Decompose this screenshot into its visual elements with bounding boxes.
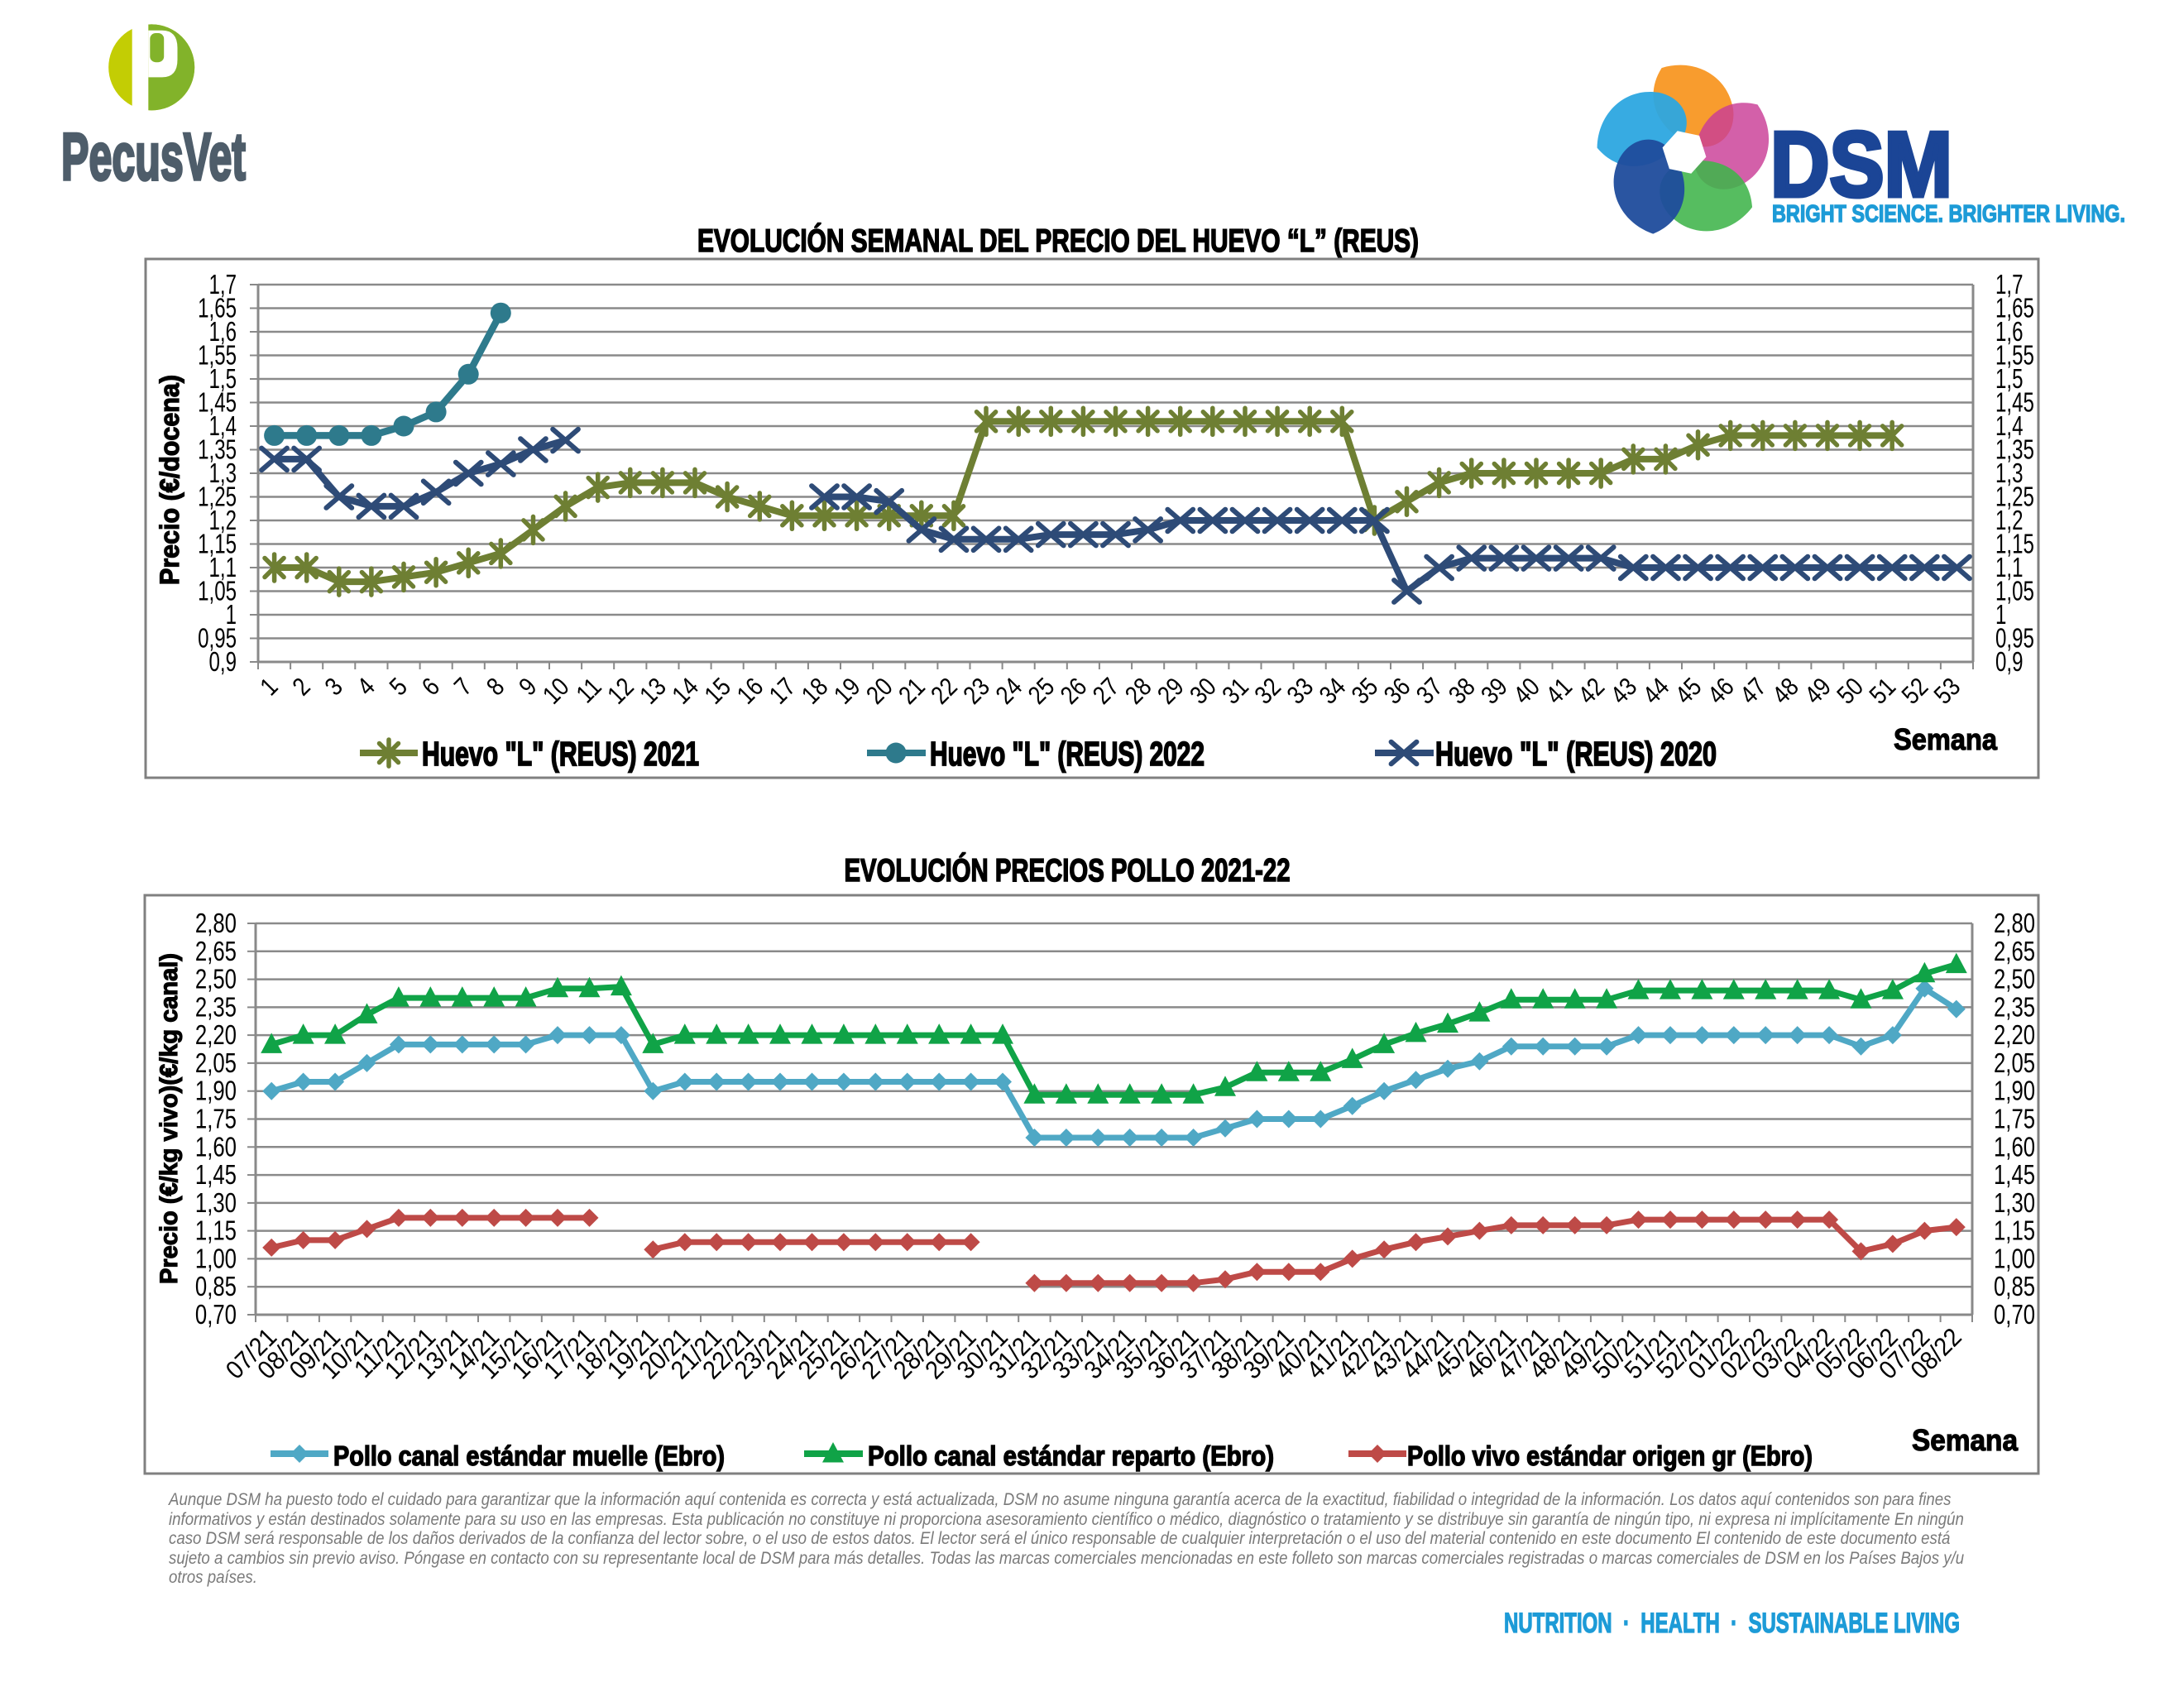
svg-text:1,15: 1,15 — [1995, 530, 2034, 560]
svg-text:BRIGHT SCIENCE. BRIGHTER LIVIN: BRIGHT SCIENCE. BRIGHTER LIVING. — [1772, 201, 2125, 228]
svg-text:1,6: 1,6 — [209, 317, 237, 348]
svg-text:1,7: 1,7 — [209, 270, 237, 300]
svg-text:0,85: 0,85 — [1994, 1272, 2035, 1302]
svg-text:2,05: 2,05 — [1994, 1048, 2035, 1079]
svg-text:2,20: 2,20 — [1994, 1020, 2035, 1051]
svg-text:Precio (€/docena): Precio (€/docena) — [155, 375, 184, 585]
svg-text:2,65: 2,65 — [1994, 937, 2035, 967]
svg-text:1,60: 1,60 — [195, 1132, 237, 1162]
svg-text:0,85: 0,85 — [195, 1272, 237, 1302]
svg-text:1,25: 1,25 — [198, 482, 237, 513]
svg-text:Precio (€/kg vivo)(€/kg canal): Precio (€/kg vivo)(€/kg canal) — [156, 953, 183, 1284]
svg-text:PecusVet: PecusVet — [61, 120, 246, 194]
svg-text:Semana: Semana — [1894, 722, 1998, 756]
svg-text:1,2: 1,2 — [1995, 506, 2023, 536]
svg-text:1,4: 1,4 — [1995, 411, 2023, 442]
svg-text:1,2: 1,2 — [209, 506, 237, 536]
svg-text:1,35: 1,35 — [1995, 435, 2034, 466]
svg-text:0,9: 0,9 — [1995, 647, 2023, 678]
svg-text:1,90: 1,90 — [195, 1076, 237, 1107]
svg-text:1,5: 1,5 — [209, 364, 237, 395]
svg-text:2,80: 2,80 — [195, 908, 237, 939]
svg-text:1,3: 1,3 — [1995, 458, 2023, 489]
svg-text:1,65: 1,65 — [198, 294, 237, 324]
svg-text:1,15: 1,15 — [1994, 1216, 2035, 1247]
svg-text:1,00: 1,00 — [1994, 1244, 2035, 1274]
svg-text:0,95: 0,95 — [1995, 624, 2034, 654]
svg-text:1,65: 1,65 — [1995, 294, 2034, 324]
svg-text:Semana: Semana — [1912, 1423, 2019, 1457]
svg-text:1,75: 1,75 — [1994, 1105, 2035, 1135]
svg-text:1,55: 1,55 — [1995, 341, 2034, 371]
svg-text:1: 1 — [226, 600, 237, 630]
svg-text:1,7: 1,7 — [1995, 270, 2023, 300]
svg-text:1,15: 1,15 — [198, 530, 237, 560]
svg-text:1,3: 1,3 — [209, 458, 237, 489]
svg-text:Pollo vivo estándar origen gr: Pollo vivo estándar origen gr (Ebro) — [1407, 1440, 1813, 1471]
svg-text:2,05: 2,05 — [195, 1048, 237, 1079]
svg-text:2,35: 2,35 — [195, 992, 237, 1023]
svg-text:1,90: 1,90 — [1994, 1076, 2035, 1107]
svg-text:0,70: 0,70 — [195, 1300, 237, 1330]
svg-text:1,30: 1,30 — [195, 1188, 237, 1219]
svg-text:1,35: 1,35 — [198, 435, 237, 466]
svg-text:Huevo "L" (REUS) 2021: Huevo "L" (REUS) 2021 — [422, 735, 699, 773]
svg-text:1,45: 1,45 — [1994, 1160, 2035, 1191]
svg-text:0,9: 0,9 — [209, 647, 237, 678]
svg-text:1,60: 1,60 — [1994, 1132, 2035, 1162]
svg-text:2,35: 2,35 — [1994, 992, 2035, 1023]
svg-text:1,75: 1,75 — [195, 1105, 237, 1135]
svg-text:2,65: 2,65 — [195, 937, 237, 967]
svg-text:EVOLUCIÓN SEMANAL DEL PRECIO D: EVOLUCIÓN SEMANAL DEL PRECIO DEL HUEVO “… — [697, 223, 1419, 259]
svg-text:EVOLUCIÓN PRECIOS POLLO 2021-2: EVOLUCIÓN PRECIOS POLLO 2021-22 — [845, 852, 1291, 889]
svg-text:NUTRITION · HEALTH · SUSTA: NUTRITION · HEALTH · SUSTAINABLE LIVING — [1504, 1608, 1960, 1639]
svg-text:Huevo "L" (REUS) 2022: Huevo "L" (REUS) 2022 — [930, 735, 1205, 773]
svg-text:1,45: 1,45 — [195, 1160, 237, 1191]
svg-text:1,5: 1,5 — [1995, 364, 2023, 395]
svg-text:2,20: 2,20 — [195, 1020, 237, 1051]
svg-text:Pollo canal estándar muelle (E: Pollo canal estándar muelle (Ebro) — [333, 1440, 725, 1471]
svg-text:1,45: 1,45 — [198, 388, 237, 419]
svg-text:1,55: 1,55 — [198, 341, 237, 371]
svg-text:1,45: 1,45 — [1995, 388, 2034, 419]
svg-text:2,50: 2,50 — [195, 965, 237, 995]
svg-text:1,4: 1,4 — [209, 411, 237, 442]
svg-text:1,1: 1,1 — [1995, 553, 2023, 583]
svg-text:1,6: 1,6 — [1995, 317, 2023, 348]
svg-text:DSM: DSM — [1770, 113, 1952, 216]
svg-text:1: 1 — [1995, 600, 2006, 630]
svg-text:1,1: 1,1 — [209, 553, 237, 583]
svg-text:2,80: 2,80 — [1994, 908, 2035, 939]
svg-text:1,15: 1,15 — [195, 1216, 237, 1247]
svg-text:1,05: 1,05 — [1995, 577, 2034, 607]
svg-text:0,95: 0,95 — [198, 624, 237, 654]
svg-text:Pollo canal estándar reparto (: Pollo canal estándar reparto (Ebro) — [868, 1440, 1274, 1471]
svg-text:1,30: 1,30 — [1994, 1188, 2035, 1219]
svg-text:1,25: 1,25 — [1995, 482, 2034, 513]
svg-text:Huevo "L" (REUS) 2020: Huevo "L" (REUS) 2020 — [1435, 735, 1717, 773]
svg-text:0,70: 0,70 — [1994, 1300, 2035, 1330]
svg-text:1,05: 1,05 — [198, 577, 237, 607]
svg-text:1,00: 1,00 — [195, 1244, 237, 1274]
svg-text:2,50: 2,50 — [1994, 965, 2035, 995]
